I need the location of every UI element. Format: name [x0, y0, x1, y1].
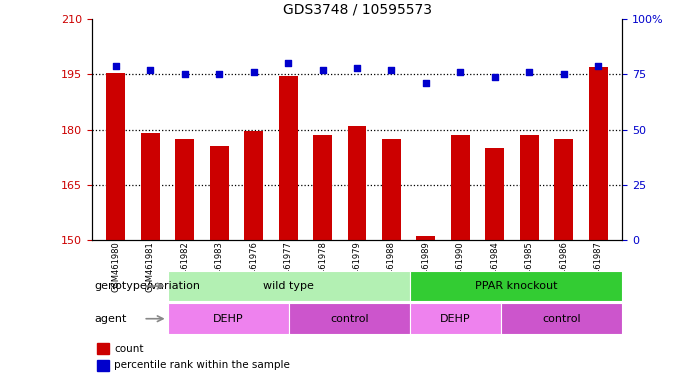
Point [110, 63, 121, 69]
Text: DEHP: DEHP [213, 314, 243, 324]
Bar [416, 236, 435, 240]
Bar [382, 139, 401, 240]
Bar [289, 303, 410, 334]
Text: control: control [542, 314, 581, 324]
Point [455, 69, 466, 75]
Point [317, 67, 328, 73]
Bar [279, 76, 298, 240]
Bar [209, 146, 228, 240]
Text: DEHP: DEHP [440, 314, 471, 324]
Bar [520, 135, 539, 240]
Point [180, 71, 190, 78]
Point [593, 63, 604, 69]
Text: percentile rank within the sample: percentile rank within the sample [114, 360, 290, 370]
Point [352, 65, 362, 71]
Point [524, 69, 534, 75]
Text: genotype/variation: genotype/variation [95, 281, 201, 291]
Bar [410, 303, 501, 334]
Point [214, 71, 224, 78]
Point [420, 80, 431, 86]
Bar [167, 271, 410, 301]
Bar [554, 139, 573, 240]
Text: wild type: wild type [263, 281, 314, 291]
Bar [141, 133, 160, 240]
Point [386, 67, 397, 73]
Text: control: control [330, 314, 369, 324]
Point [145, 67, 156, 73]
Bar [410, 271, 622, 301]
Bar [97, 360, 109, 371]
Bar [589, 67, 607, 240]
Text: PPAR knockout: PPAR knockout [475, 281, 558, 291]
Title: GDS3748 / 10595573: GDS3748 / 10595573 [282, 3, 432, 17]
Point [490, 74, 500, 80]
Text: count: count [114, 344, 143, 354]
Bar [313, 135, 332, 240]
Bar [501, 303, 622, 334]
Point [558, 71, 569, 78]
Bar [97, 343, 109, 354]
Point [283, 60, 294, 66]
Text: agent: agent [95, 314, 127, 324]
Bar [167, 303, 289, 334]
Bar [347, 126, 367, 240]
Bar [486, 148, 505, 240]
Bar [244, 131, 263, 240]
Point [248, 69, 259, 75]
Bar [107, 73, 125, 240]
Bar [451, 135, 470, 240]
Bar [175, 139, 194, 240]
